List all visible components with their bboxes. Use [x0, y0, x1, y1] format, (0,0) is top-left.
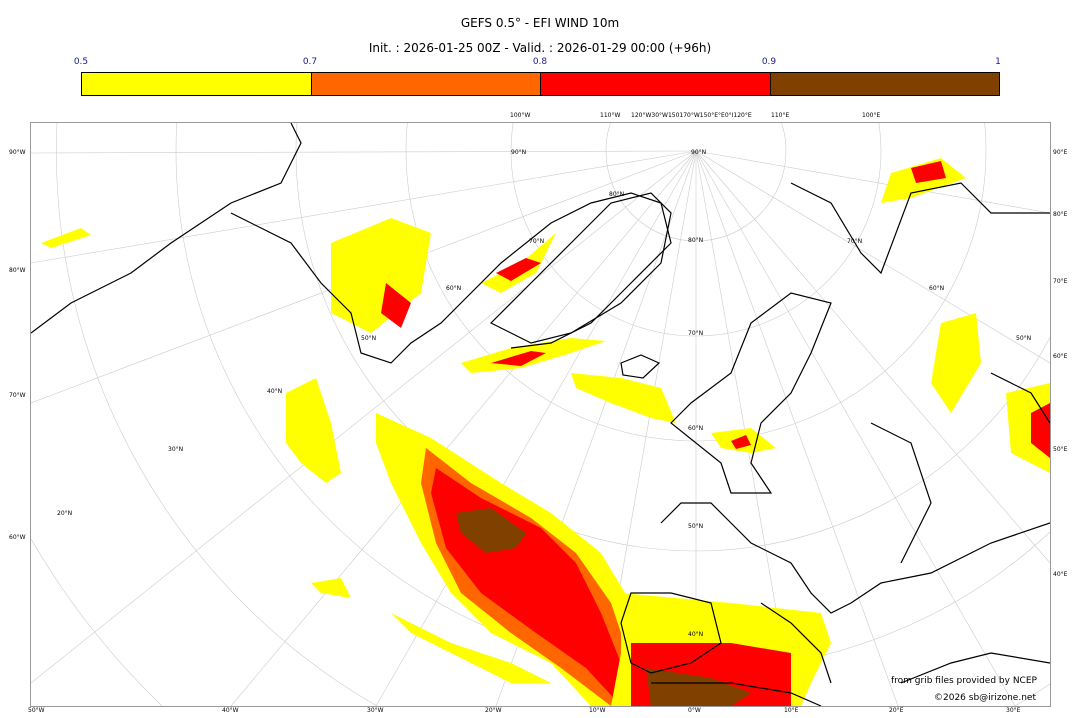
top-axis-label: 100°W	[510, 112, 531, 119]
colorbar-segment	[311, 73, 541, 95]
lat-label: 50°N	[1016, 335, 1032, 342]
lat-label: 50°N	[361, 335, 377, 342]
colorbar	[81, 72, 1000, 96]
colorbar-segment	[770, 73, 999, 95]
lat-label: 70°N	[847, 238, 863, 245]
lat-label: 80°N	[609, 191, 625, 198]
bottom-axis-label: 20°E	[889, 707, 904, 714]
top-axis-label: 110°W	[600, 112, 621, 119]
efi-shading	[41, 158, 1050, 706]
bottom-axis-label: 40°W	[222, 707, 239, 714]
colorbar-label: 0.7	[302, 57, 318, 67]
lat-label: 20°N	[57, 510, 73, 517]
right-axis-label: 80°E	[1053, 211, 1068, 218]
lat-label: 50°N	[688, 523, 704, 530]
colorbar-label: 0.9	[761, 57, 777, 67]
lat-label: 60°N	[688, 425, 704, 432]
bottom-axis-label: 50°W	[28, 707, 45, 714]
bottom-axis-label: 30°W	[367, 707, 384, 714]
lat-label: 70°N	[688, 330, 704, 337]
lat-label: 40°N	[688, 631, 704, 638]
top-axis-label: 110°E	[771, 112, 790, 119]
bottom-axis-label: 0°W	[688, 707, 701, 714]
map-title: GEFS 0.5° - EFI WIND 10m	[460, 16, 620, 30]
bottom-axis-label: 10°E	[784, 707, 799, 714]
lat-label: 90°N	[691, 149, 707, 156]
lat-label: 90°N	[511, 149, 527, 156]
copyright-credit: ©2026 sb@irizone.net	[934, 693, 1036, 703]
colorbar-segment	[541, 73, 771, 95]
lat-label: 30°N	[168, 446, 184, 453]
right-axis-label: 60°E	[1053, 353, 1068, 360]
map-canvas	[31, 123, 1050, 706]
left-axis-label: 70°W	[9, 392, 26, 399]
lat-label: 40°N	[267, 388, 283, 395]
lat-label: 60°N	[446, 285, 462, 292]
map-subtitle: Init. : 2026-01-25 00Z - Valid. : 2026-0…	[368, 41, 712, 55]
bottom-axis-label: 30°E	[1006, 707, 1021, 714]
right-axis-label: 50°E	[1053, 446, 1068, 453]
colorbar-segment	[82, 73, 312, 95]
right-axis-label: 70°E	[1053, 278, 1068, 285]
bottom-axis-label: 10°W	[589, 707, 606, 714]
left-axis-label: 60°W	[9, 534, 26, 541]
colorbar-label: 0.8	[532, 57, 548, 67]
right-axis-label: 90°E	[1053, 149, 1068, 156]
top-axis-label: 100°E	[862, 112, 881, 119]
lat-label: 80°N	[688, 237, 704, 244]
left-axis-label: 90°W	[9, 149, 26, 156]
map-area[interactable]: 90°N 90°N 80°N 70°N 60°N 50°N 40°N 80°N …	[30, 122, 1051, 707]
colorbar-label: 0.5	[73, 57, 89, 67]
coastlines	[31, 123, 1050, 706]
lat-label: 60°N	[929, 285, 945, 292]
left-axis-label: 80°W	[9, 267, 26, 274]
lat-label: 70°N	[529, 238, 545, 245]
bottom-axis-label: 20°W	[485, 707, 502, 714]
colorbar-label: 1	[995, 57, 1001, 67]
right-axis-label: 40°E	[1053, 571, 1068, 578]
top-axis-label: 120°W30°W150170°W150°E°E0°I120°E	[631, 112, 752, 119]
data-source-credit: from grib files provided by NCEP	[891, 676, 1037, 686]
